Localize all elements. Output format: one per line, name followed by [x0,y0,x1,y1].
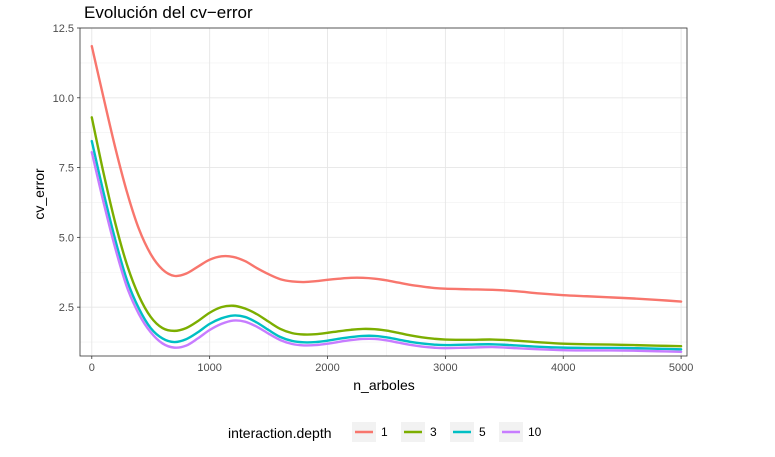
plot-border [79,27,688,357]
plot-panel [79,27,688,357]
series-line-1 [90,44,683,303]
x-tick-label: 1000 [197,362,221,374]
x-tick-label: 3000 [433,362,457,374]
legend-label-5: 5 [479,425,486,439]
x-tick-label: 0 [89,362,95,374]
x-axis-title: n_arboles [353,377,415,393]
legend-label-10: 10 [528,425,542,439]
y-tick-label: 7.5 [59,163,74,175]
y-axis-title: cv_error [31,168,47,220]
legend-label-3: 3 [430,425,437,439]
y-tick-label: 2.5 [59,302,74,314]
y-tick-label: 12.5 [53,23,74,35]
x-tick-label: 2000 [315,362,339,374]
series-line-3 [90,116,683,348]
chart-title: Evolución del cv−error [84,3,253,22]
y-tick-label: 10.0 [53,93,74,105]
legend-label-1: 1 [381,425,388,439]
x-tick-label: 4000 [551,362,575,374]
x-tick-label: 5000 [669,362,693,374]
x-axis: 0 1000 2000 3000 4000 5000 [89,356,693,374]
plot-background [80,28,687,356]
series-line-5 [90,139,683,351]
series-lines [90,44,683,354]
y-tick-label: 5.0 [59,232,74,244]
y-axis: 2.5 5.0 7.5 10.0 12.5 [53,23,80,314]
legend-title: interaction.depth [228,425,332,441]
legend: interaction.depth 1 3 5 10 [228,422,542,442]
series-line-10 [90,151,683,354]
